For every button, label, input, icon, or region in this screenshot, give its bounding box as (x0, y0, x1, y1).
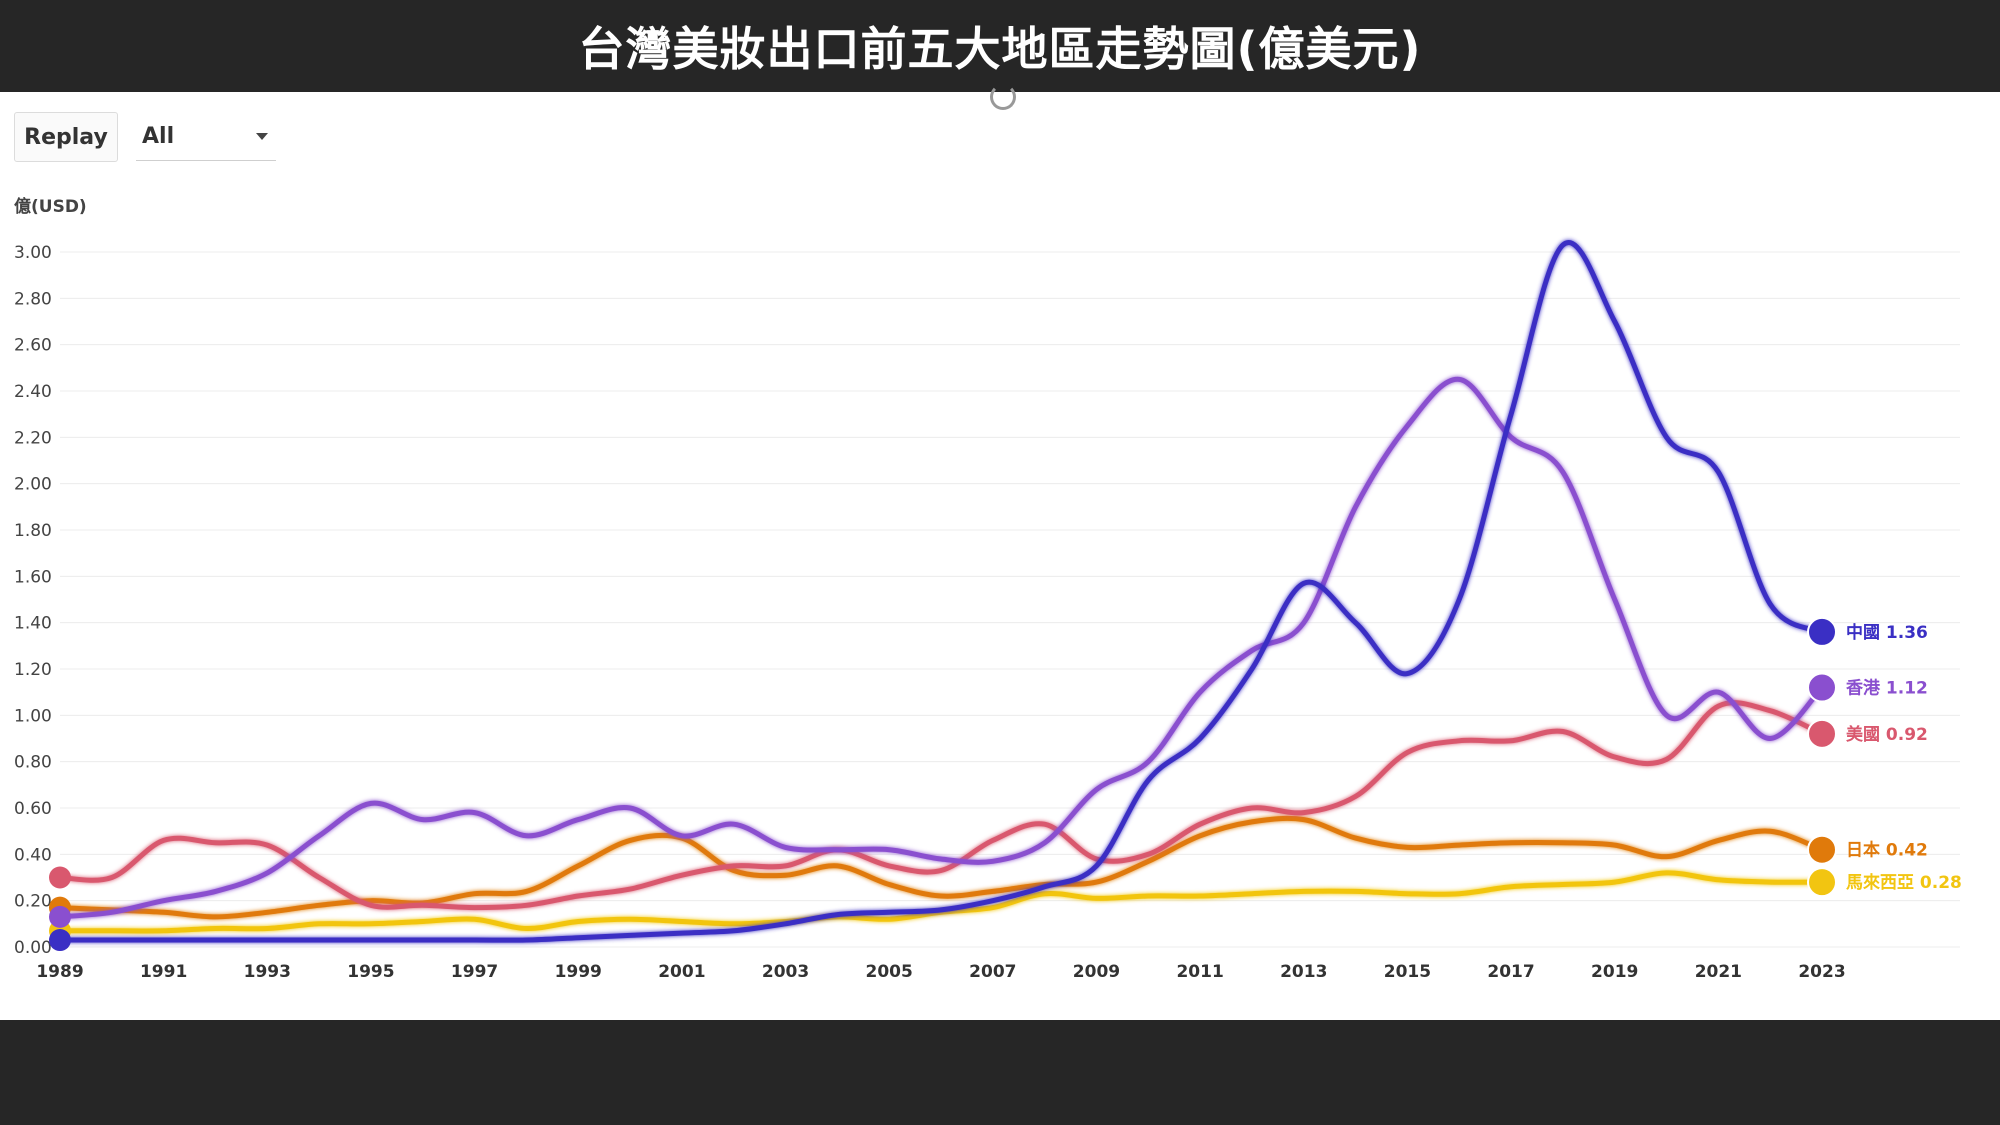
x-tick-label: 2013 (1280, 962, 1327, 982)
series-end-label-text: 日本 0.42 (1846, 840, 1928, 861)
x-tick-label: 1991 (140, 962, 187, 982)
x-tick-label: 1993 (244, 962, 291, 982)
grid-lines (60, 251, 1960, 948)
x-tick-label: 2005 (866, 962, 913, 982)
y-tick-label: 2.20 (14, 428, 52, 448)
series-end-label: 香港 1.12 (1807, 672, 1928, 703)
x-tick-label: 2015 (1384, 962, 1431, 982)
y-tick-label: 0.40 (14, 845, 52, 865)
y-tick-label: 2.00 (14, 475, 52, 495)
x-tick-label: 2007 (969, 962, 1016, 982)
flag-icon (1807, 867, 1837, 898)
x-tick-label: 2019 (1591, 962, 1638, 982)
replay-button[interactable]: Replay (14, 112, 118, 162)
series-start-dot (49, 929, 71, 952)
series-end-label: 馬來西亞 0.28 (1807, 867, 1962, 898)
end-labels: 中國 1.36 香港 1.12 美國 0.92 日本 0.42 馬來西亞 0.28 (1807, 616, 1962, 898)
x-tick-label: 2017 (1487, 962, 1534, 982)
y-tick-label: 1.40 (14, 614, 52, 634)
x-tick-label: 2001 (658, 962, 705, 982)
x-tick-label: 1989 (36, 962, 83, 982)
y-tick-label: 2.60 (14, 336, 52, 356)
series-line (57, 700, 1825, 911)
series-end-label-text: 香港 1.12 (1846, 678, 1928, 699)
x-tick-label: 1999 (555, 962, 602, 982)
series-end-label-text: 美國 0.92 (1846, 724, 1928, 745)
y-tick-label: 1.80 (14, 521, 52, 541)
x-tick-label: 2011 (1176, 962, 1223, 982)
x-tick-label: 1997 (451, 962, 498, 982)
flag-icon (1807, 834, 1837, 865)
x-tick-label: 2009 (1073, 962, 1120, 982)
line-chart: 0.00 0.20 0.40 0.60 0.80 1.00 1.20 1.40 1.60 1.80… (14, 240, 1962, 982)
series-line (57, 376, 1825, 920)
y-tick-label: 2.80 (14, 289, 52, 309)
series-lines (49, 240, 1825, 952)
y-tick-label: 0.80 (14, 753, 52, 773)
y-tick-label: 1.00 (14, 706, 52, 726)
y-tick-label: 3.00 (14, 243, 52, 263)
region-select[interactable]: All (136, 112, 276, 161)
chart-title: 台灣美妝出口前五大地區走勢圖(億美元) (578, 22, 1422, 76)
chart-panel: Replay All 億(USD) 0.00 0.20 0.40 0.60 0.80 1.… (0, 84, 2000, 1020)
series-line (57, 240, 1825, 943)
series-start-dot (49, 866, 71, 889)
series-end-label: 中國 1.36 (1807, 616, 1928, 647)
x-tick-label: 2023 (1798, 962, 1845, 982)
x-tick-label: 1995 (347, 962, 394, 982)
x-axis-ticks: 1989 1991 1993 1995 1997 1999 2001 2003 2005 2007… (36, 962, 1845, 982)
series-end-label: 美國 0.92 (1807, 718, 1928, 749)
page-title: 台灣美妝出口前五大地區走勢圖(億美元) (0, 0, 2000, 92)
flag-icon (1807, 672, 1837, 703)
y-tick-label: 0.60 (14, 799, 52, 819)
flag-icon (1807, 718, 1837, 749)
series-start-dot (49, 905, 71, 928)
series-end-label-text: 馬來西亞 0.28 (1846, 873, 1962, 893)
bottom-bar (0, 1020, 2000, 1125)
x-tick-label: 2021 (1695, 962, 1742, 982)
y-tick-label: 0.00 (14, 938, 52, 958)
region-select-value: All (142, 123, 175, 149)
y-tick-label: 0.20 (14, 892, 52, 912)
y-tick-label: 1.20 (14, 660, 52, 680)
loading-spinner-icon (990, 84, 1016, 110)
caret-down-icon (256, 132, 268, 140)
series-end-label-text: 中國 1.36 (1846, 622, 1928, 643)
y-tick-label: 1.60 (14, 567, 52, 587)
y-axis-label: 億(USD) (14, 197, 87, 217)
y-axis-ticks: 0.00 0.20 0.40 0.60 0.80 1.00 1.20 1.40 1.60 1.80… (14, 243, 52, 958)
x-tick-label: 2003 (762, 962, 809, 982)
y-tick-label: 2.40 (14, 382, 52, 402)
series-end-label: 日本 0.42 (1807, 834, 1928, 865)
flag-icon (1807, 616, 1837, 647)
